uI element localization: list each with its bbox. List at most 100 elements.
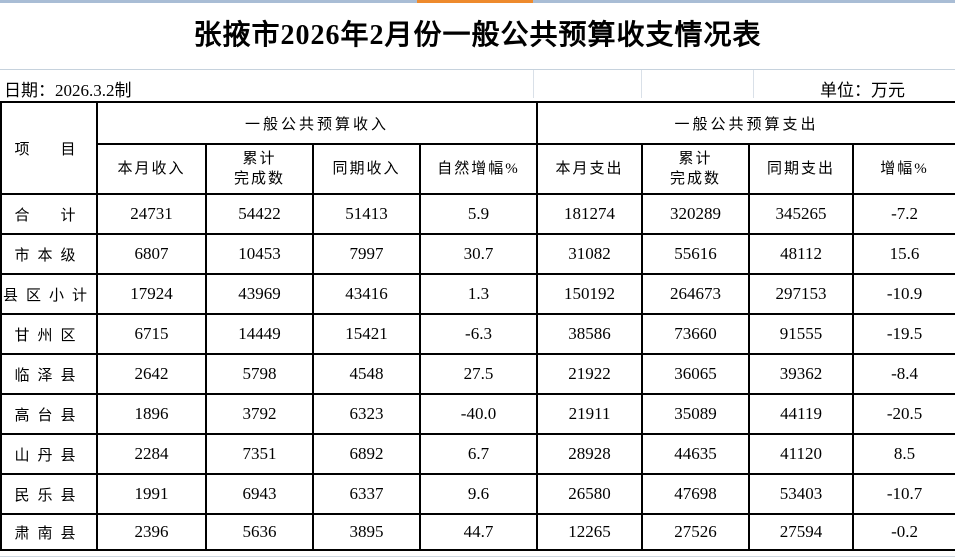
expenditure-group-header[interactable]: 一般公共预算支出 — [536, 101, 955, 145]
value-cell[interactable]: 27.5 — [418, 353, 539, 395]
value-cell[interactable]: 5636 — [205, 513, 314, 551]
value-cell[interactable]: 15.6 — [852, 233, 955, 275]
value-cell[interactable]: 15421 — [312, 313, 421, 355]
value-cell[interactable]: -0.2 — [852, 513, 955, 551]
value-cell[interactable]: 4548 — [312, 353, 421, 395]
value-cell[interactable]: 181274 — [536, 193, 644, 235]
value-cell[interactable]: 9.6 — [418, 473, 539, 515]
value-cell[interactable]: -6.3 — [418, 313, 539, 355]
value-cell[interactable]: 41120 — [748, 433, 855, 475]
column-header[interactable]: 增幅% — [852, 143, 955, 195]
value-cell[interactable]: 7351 — [205, 433, 314, 475]
value-cell[interactable]: 7997 — [312, 233, 421, 275]
table-row: 合 计 24731 54422 51413 5.9 181274 320289 … — [0, 193, 955, 235]
value-cell[interactable]: 54422 — [205, 193, 314, 235]
value-cell[interactable]: 51413 — [312, 193, 421, 235]
value-cell[interactable]: 35089 — [641, 393, 751, 435]
value-cell[interactable]: 5.9 — [418, 193, 539, 235]
value-cell[interactable]: 6892 — [312, 433, 421, 475]
value-cell[interactable]: 6943 — [205, 473, 314, 515]
value-cell[interactable]: -7.2 — [852, 193, 955, 235]
value-cell[interactable]: 6807 — [96, 233, 207, 275]
value-cell[interactable]: 8.5 — [852, 433, 955, 475]
column-header[interactable]: 本月收入 — [96, 143, 207, 195]
value-cell[interactable]: 12265 — [536, 513, 644, 551]
value-cell[interactable]: 24731 — [96, 193, 207, 235]
value-cell[interactable]: 27526 — [641, 513, 751, 551]
corner-header-cell[interactable]: 项 目 — [0, 101, 98, 195]
row-label-cell[interactable]: 县区小计 — [0, 273, 98, 315]
value-cell[interactable]: 150192 — [536, 273, 644, 315]
row-label-cell[interactable]: 民乐县 — [0, 473, 98, 515]
row-label-cell[interactable]: 高台县 — [0, 393, 98, 435]
value-cell[interactable]: 30.7 — [418, 233, 539, 275]
value-cell[interactable]: 44.7 — [418, 513, 539, 551]
table-row: 高台县 1896 3792 6323 -40.0 21911 35089 441… — [0, 393, 955, 435]
value-cell[interactable]: 3792 — [205, 393, 314, 435]
column-header[interactable]: 同期收入 — [312, 143, 421, 195]
value-cell[interactable]: 264673 — [641, 273, 751, 315]
value-cell[interactable]: 21911 — [536, 393, 644, 435]
value-cell[interactable]: -8.4 — [852, 353, 955, 395]
value-cell[interactable]: 2642 — [96, 353, 207, 395]
value-cell[interactable]: 53403 — [748, 473, 855, 515]
value-cell[interactable]: 36065 — [641, 353, 751, 395]
value-cell[interactable]: 31082 — [536, 233, 644, 275]
value-cell[interactable]: 73660 — [641, 313, 751, 355]
table-row: 肃南县 2396 5636 3895 44.7 12265 27526 2759… — [0, 513, 955, 551]
value-cell[interactable]: -10.7 — [852, 473, 955, 515]
value-cell[interactable]: 6323 — [312, 393, 421, 435]
value-cell[interactable]: 27594 — [748, 513, 855, 551]
column-header[interactable]: 本月支出 — [536, 143, 644, 195]
row-label-cell[interactable]: 肃南县 — [0, 513, 98, 551]
value-cell[interactable]: 10453 — [205, 233, 314, 275]
column-header[interactable]: 同期支出 — [748, 143, 855, 195]
value-cell[interactable]: 1896 — [96, 393, 207, 435]
row-label-cell[interactable]: 市本级 — [0, 233, 98, 275]
value-cell[interactable]: 91555 — [748, 313, 855, 355]
value-cell[interactable]: 47698 — [641, 473, 751, 515]
value-cell[interactable]: 5798 — [205, 353, 314, 395]
value-cell[interactable]: 6715 — [96, 313, 207, 355]
value-cell[interactable]: 44119 — [748, 393, 855, 435]
value-cell[interactable]: 48112 — [748, 233, 855, 275]
value-cell[interactable]: -20.5 — [852, 393, 955, 435]
sheet-top-strip — [0, 0, 955, 3]
orange-accent-bar — [417, 0, 533, 3]
value-cell[interactable]: 17924 — [96, 273, 207, 315]
row-label-cell[interactable]: 甘州区 — [0, 313, 98, 355]
value-cell[interactable]: 43969 — [205, 273, 314, 315]
value-cell[interactable]: 39362 — [748, 353, 855, 395]
value-cell[interactable]: 2284 — [96, 433, 207, 475]
value-cell[interactable]: 55616 — [641, 233, 751, 275]
value-cell[interactable]: 1991 — [96, 473, 207, 515]
value-cell[interactable]: 2396 — [96, 513, 207, 551]
header-sub-row: 本月收入 累计 完成数 同期收入 自然增幅% 本月支出 累计 完成数 同期支出 … — [1, 143, 955, 195]
column-header[interactable]: 自然增幅% — [418, 143, 539, 195]
value-cell[interactable]: 345265 — [748, 193, 855, 235]
row-label-cell[interactable]: 山丹县 — [0, 433, 98, 475]
value-cell[interactable]: -10.9 — [852, 273, 955, 315]
meta-row: 日期：2026.3.2制 单位：万元 — [0, 70, 955, 101]
row-label-cell[interactable]: 临泽县 — [0, 353, 98, 395]
value-cell[interactable]: 21922 — [536, 353, 644, 395]
value-cell[interactable]: 3895 — [312, 513, 421, 551]
value-cell[interactable]: 44635 — [641, 433, 751, 475]
row-label-cell[interactable]: 合 计 — [0, 193, 98, 235]
faint-gridline — [753, 70, 754, 98]
value-cell[interactable]: 14449 — [205, 313, 314, 355]
value-cell[interactable]: 43416 — [312, 273, 421, 315]
value-cell[interactable]: 28928 — [536, 433, 644, 475]
value-cell[interactable]: 1.3 — [418, 273, 539, 315]
column-header[interactable]: 累计 完成数 — [641, 143, 751, 195]
value-cell[interactable]: 26580 — [536, 473, 644, 515]
value-cell[interactable]: 297153 — [748, 273, 855, 315]
value-cell[interactable]: -40.0 — [418, 393, 539, 435]
value-cell[interactable]: 6337 — [312, 473, 421, 515]
revenue-group-header[interactable]: 一般公共预算收入 — [95, 101, 539, 145]
value-cell[interactable]: 38586 — [536, 313, 644, 355]
value-cell[interactable]: 6.7 — [418, 433, 539, 475]
column-header[interactable]: 累计 完成数 — [205, 143, 314, 195]
value-cell[interactable]: -19.5 — [852, 313, 955, 355]
value-cell[interactable]: 320289 — [641, 193, 751, 235]
